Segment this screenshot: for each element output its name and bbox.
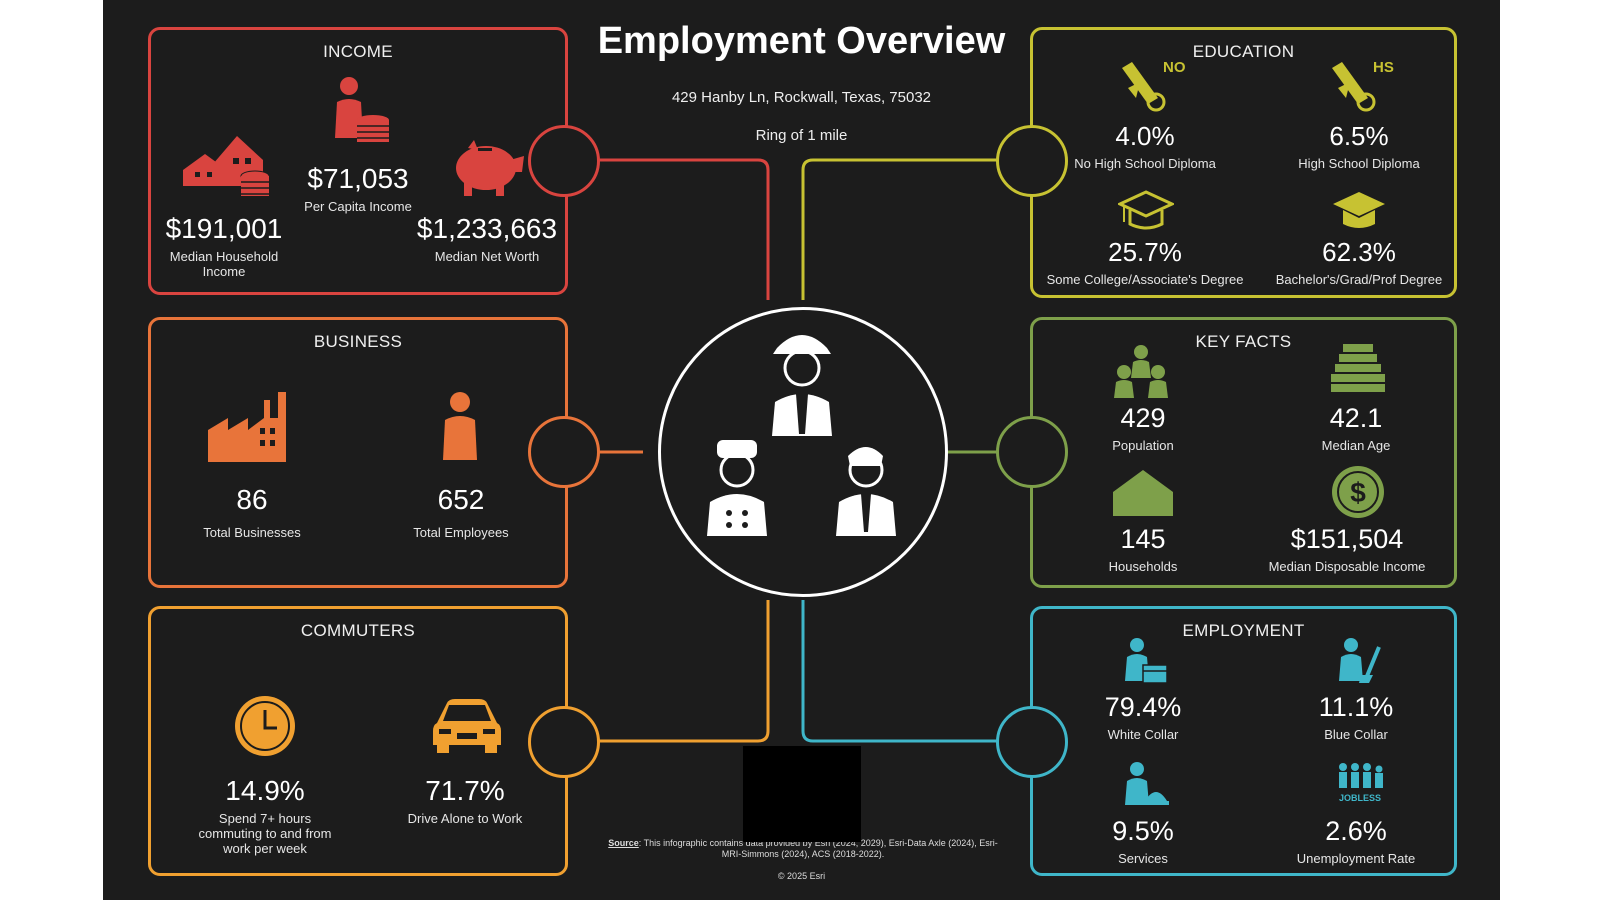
business-panel: BUSINESS 86 Total Businesses 652 Total E…	[148, 317, 568, 588]
education-panel: EDUCATION NO 4.0% No High School Diploma…	[1030, 27, 1457, 298]
clock-icon	[235, 696, 295, 756]
households-value: 145	[1120, 524, 1166, 554]
median-age-value: 42.1	[1329, 403, 1383, 433]
no-hs-label: No High School Diploma	[1074, 156, 1216, 171]
disposable-income-label: Median Disposable Income	[1268, 559, 1426, 574]
commuters-panel: COMMUTERS 14.9% Spend 7+ hours commuting…	[148, 606, 568, 876]
services-label: Services	[1118, 851, 1168, 866]
services-value: 9.5%	[1112, 816, 1174, 846]
person-coins-icon	[335, 77, 389, 142]
redacted-block	[743, 746, 861, 842]
diploma-no-badge: NO	[1163, 59, 1186, 76]
hs-label: High School Diploma	[1298, 156, 1420, 171]
population-value: 429	[1120, 403, 1166, 433]
education-title: EDUCATION	[1192, 42, 1295, 61]
address-text: 429 Hanby Ln, Rockwall, Texas, 75032	[671, 89, 932, 106]
office-worker-icon	[1125, 638, 1168, 684]
commuters-ring	[528, 706, 600, 778]
bachelors-value: 62.3%	[1322, 237, 1396, 267]
workers-circle	[658, 307, 948, 597]
infographic-canvas: Employment Overview 429 Hanby Ln, Rockwa…	[103, 0, 1500, 900]
total-businesses-label: Total Businesses	[203, 525, 301, 540]
car-icon	[433, 699, 501, 753]
total-employees-label: Total Employees	[413, 525, 509, 540]
piggy-bank-icon	[456, 140, 524, 196]
drive-alone-label: Drive Alone to Work	[407, 811, 523, 826]
households-label: Households	[1108, 559, 1178, 574]
dollar-coin-icon: $	[1332, 466, 1384, 518]
key-facts-ring	[996, 416, 1068, 488]
employment-title: EMPLOYMENT	[1182, 621, 1305, 640]
blue-collar-label: Blue Collar	[1324, 727, 1388, 742]
houses-coins-icon	[183, 136, 270, 196]
per-capita-income-value: $71,053	[307, 163, 409, 194]
diploma-hs-icon	[1332, 62, 1376, 112]
commuters-title: COMMUTERS	[300, 621, 416, 640]
jobless-badge: JOBLESS	[1338, 793, 1381, 803]
person-icon	[443, 392, 477, 460]
income-ring	[528, 125, 600, 197]
median-net-worth-label: Median Net Worth	[434, 249, 540, 264]
employment-ring	[996, 706, 1068, 778]
factory-icon	[208, 392, 286, 462]
population-label: Population	[1112, 438, 1174, 453]
graduation-cap-icon	[1333, 192, 1385, 228]
jobless-people-icon	[1339, 763, 1383, 788]
white-collar-value: 79.4%	[1104, 692, 1182, 722]
unemployment-value: 2.6%	[1325, 816, 1387, 846]
median-household-income-label-1: Median Household	[169, 249, 279, 264]
some-college-value: 25.7%	[1108, 237, 1182, 267]
connector-lines	[598, 158, 1028, 743]
total-employees-value: 652	[437, 484, 485, 515]
diploma-hs-badge: HS	[1373, 59, 1394, 76]
median-net-worth-value: $1,233,663	[416, 213, 558, 244]
long-commute-label-3: work per week	[223, 841, 307, 856]
unemployment-label: Unemployment Rate	[1296, 851, 1416, 866]
drive-alone-value: 71.7%	[425, 775, 505, 806]
ring-text: Ring of 1 mile	[755, 127, 848, 144]
cleaner-worker-icon	[1339, 638, 1381, 683]
bachelors-label: Bachelor's/Grad/Prof Degree	[1275, 272, 1443, 287]
blue-collar-value: 11.1%	[1318, 692, 1394, 722]
median-household-income-label-2: Income	[202, 264, 246, 279]
white-collar-label: White Collar	[1107, 727, 1179, 742]
people-group-icon	[1114, 345, 1168, 398]
business-ring	[528, 416, 600, 488]
source-note: Source: This infographic contains data p…	[603, 838, 1003, 860]
long-commute-label-2: commuting to and from	[198, 826, 332, 841]
business-title: BUSINESS	[313, 332, 403, 351]
page-title: Employment Overview	[597, 20, 1006, 62]
total-businesses-value: 86	[236, 484, 268, 515]
long-commute-value: 14.9%	[225, 775, 305, 806]
workers-icon	[707, 335, 896, 536]
diploma-no-icon	[1122, 62, 1166, 112]
service-worker-icon	[1125, 762, 1169, 805]
house-icon	[1113, 470, 1173, 516]
source-text: : This infographic contains data provide…	[638, 838, 998, 859]
some-college-label: Some College/Associate's Degree	[1046, 272, 1244, 287]
graduation-cap-outline-icon	[1118, 190, 1174, 230]
median-household-income-value: $191,001	[165, 213, 283, 244]
hs-value: 6.5%	[1329, 121, 1389, 151]
disposable-income-value: $151,504	[1290, 524, 1404, 554]
education-ring	[996, 125, 1068, 197]
money-stack-icon	[1331, 344, 1385, 392]
income-title: INCOME	[323, 42, 393, 61]
key-facts-panel: KEY FACTS 429 Population 42.1 Median Age…	[1030, 317, 1457, 588]
source-label: Source	[608, 838, 639, 848]
svg-text:$: $	[1350, 477, 1366, 508]
median-age-label: Median Age	[1321, 438, 1391, 453]
no-hs-value: 4.0%	[1115, 121, 1175, 151]
long-commute-label-1: Spend 7+ hours	[218, 811, 312, 826]
employment-panel: EMPLOYMENT 79.4% White Collar 11.1% Blue…	[1030, 606, 1457, 876]
per-capita-income-label: Per Capita Income	[304, 199, 412, 214]
income-panel: INCOME $71,053 Per Capita Income $191,00…	[148, 27, 568, 295]
key-facts-title: KEY FACTS	[1195, 332, 1292, 351]
copyright-text: © 2025 Esri	[777, 871, 826, 881]
